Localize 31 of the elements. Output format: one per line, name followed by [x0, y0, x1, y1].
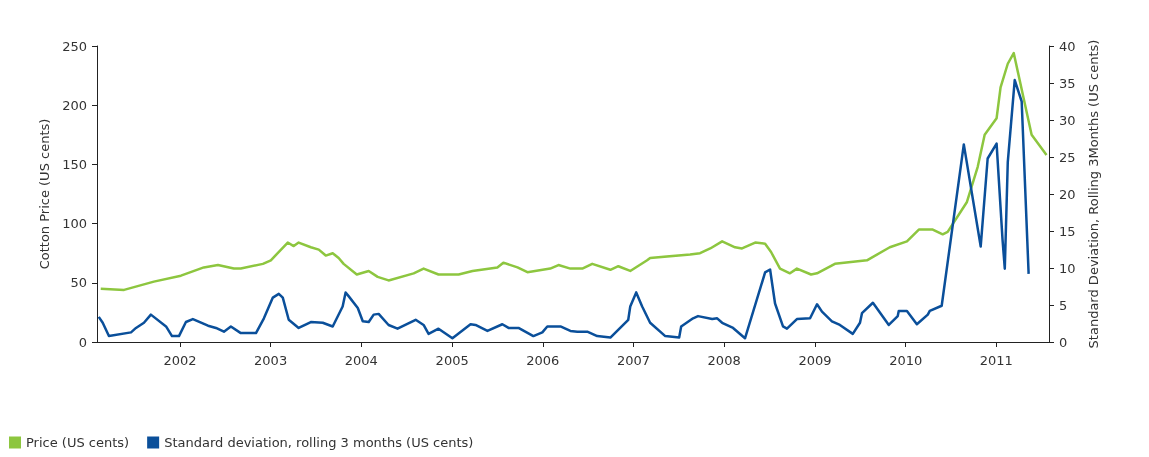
x-tick-label: 2011	[979, 353, 1013, 368]
y-axis-title: Cotton Price (US cents)	[37, 118, 53, 270]
y2-tick-label: 5	[1059, 297, 1068, 313]
y2-tick-label: 25	[1059, 149, 1076, 165]
y2-tick-label: 30	[1059, 112, 1076, 128]
y2-tick-label: 40	[1059, 38, 1076, 54]
y-tick-label: 200	[62, 97, 87, 113]
x-tick-label: 2010	[889, 353, 923, 368]
x-tick-label: 2005	[435, 353, 469, 368]
x-tick-label: 2007	[616, 353, 651, 368]
line-series	[99, 51, 1048, 292]
x-tick-label: 2008	[707, 353, 741, 368]
legend-label: Price (US cents)	[26, 435, 130, 450]
y2-axis-title: Standard Deviation, Rolling 3Months (US cents)	[1086, 39, 1101, 349]
y-tick-label: 0	[78, 334, 87, 350]
y-tick-label: 100	[62, 216, 87, 232]
x-tick-label: 2003	[254, 353, 288, 368]
x-tick-label: 2004	[344, 353, 378, 368]
y2-tick-label: 10	[1059, 260, 1076, 276]
y-tick-label: 150	[62, 156, 87, 172]
x-tick-label: 2006	[526, 353, 560, 368]
x-tick-label: 2002	[163, 353, 197, 368]
y2-tick-label: 0	[1059, 334, 1068, 350]
y2-tick-label: 15	[1059, 223, 1076, 239]
y2-tick-label: 20	[1059, 186, 1076, 202]
y-tick-label: 250	[62, 38, 87, 54]
legend-label: Standard deviation, rolling 3 months (US cents)	[164, 435, 474, 450]
x-tick-label: 2009	[798, 353, 832, 368]
y-tick-label: 50	[70, 275, 87, 291]
line-series	[97, 78, 1030, 340]
y2-tick-label: 35	[1059, 75, 1076, 91]
